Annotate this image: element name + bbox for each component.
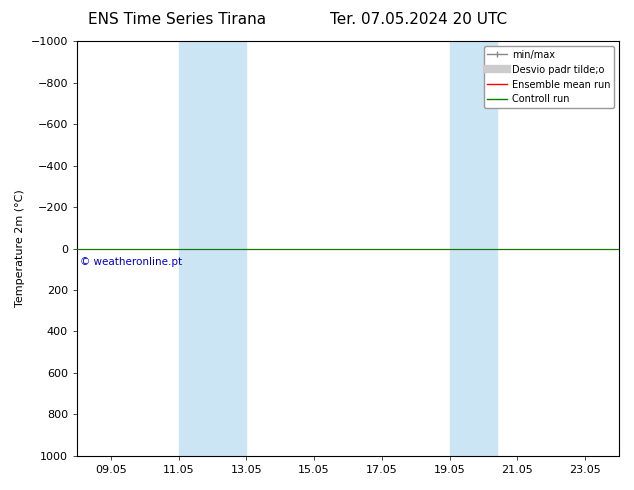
Bar (179, 41, 247, 456)
Text: Ter. 07.05.2024 20 UTC: Ter. 07.05.2024 20 UTC (330, 12, 507, 27)
Bar (450, 41, 497, 456)
Text: © weatheronline.pt: © weatheronline.pt (81, 257, 183, 267)
Y-axis label: Temperature 2m (°C): Temperature 2m (°C) (15, 190, 25, 307)
Legend: min/max, Desvio padr tilde;o, Ensemble mean run, Controll run: min/max, Desvio padr tilde;o, Ensemble m… (484, 46, 614, 108)
Text: ENS Time Series Tirana: ENS Time Series Tirana (89, 12, 266, 27)
